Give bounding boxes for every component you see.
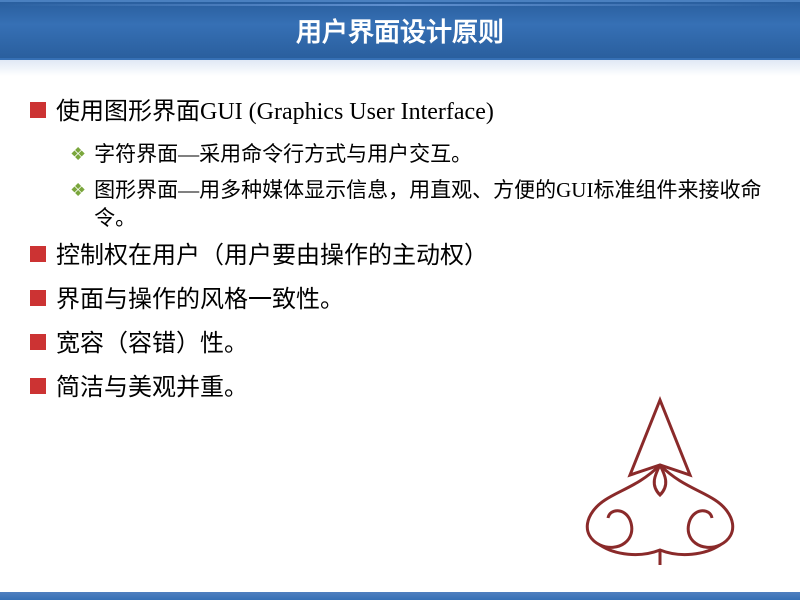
slide-header: 用户界面设计原则 xyxy=(0,0,800,58)
bullet-item: ❖ 字符界面—采用命令行方式与用户交互。 xyxy=(70,140,770,168)
bullet-text: 字符界面—采用命令行方式与用户交互。 xyxy=(94,140,472,168)
bullet-item: 宽容（容错）性。 xyxy=(30,328,770,360)
slide-container: 用户界面设计原则 使用图形界面GUI (Graphics User Interf… xyxy=(0,0,800,600)
bullet-item: 使用图形界面GUI (Graphics User Interface) xyxy=(30,96,770,128)
bullet-text: 宽容（容错）性。 xyxy=(56,328,248,360)
bullet-text: 界面与操作的风格一致性。 xyxy=(56,284,344,316)
bullet-item: 控制权在用户（用户要由操作的主动权） xyxy=(30,240,770,272)
bullet-item: 界面与操作的风格一致性。 xyxy=(30,284,770,316)
diamond-bullet-icon: ❖ xyxy=(70,140,86,168)
square-bullet-icon xyxy=(30,246,46,262)
bullet-item: ❖ 图形界面—用多种媒体显示信息，用直观、方便的GUI标准组件来接收命令。 xyxy=(70,176,770,232)
square-bullet-icon xyxy=(30,378,46,394)
diamond-bullet-icon: ❖ xyxy=(70,176,86,204)
slide-content: 使用图形界面GUI (Graphics User Interface) ❖ 字符… xyxy=(0,76,800,600)
square-bullet-icon xyxy=(30,102,46,118)
square-bullet-icon xyxy=(30,290,46,306)
bullet-text: 使用图形界面GUI (Graphics User Interface) xyxy=(56,96,494,128)
decorative-flourish-icon xyxy=(560,390,760,570)
square-bullet-icon xyxy=(30,334,46,350)
bullet-text: 图形界面—用多种媒体显示信息，用直观、方便的GUI标准组件来接收命令。 xyxy=(94,176,770,232)
header-divider xyxy=(0,58,800,76)
bullet-text: 控制权在用户（用户要由操作的主动权） xyxy=(56,240,488,272)
slide-footer-bar xyxy=(0,592,800,600)
bullet-text: 简洁与美观并重。 xyxy=(56,372,248,404)
slide-title: 用户界面设计原则 xyxy=(296,12,504,49)
